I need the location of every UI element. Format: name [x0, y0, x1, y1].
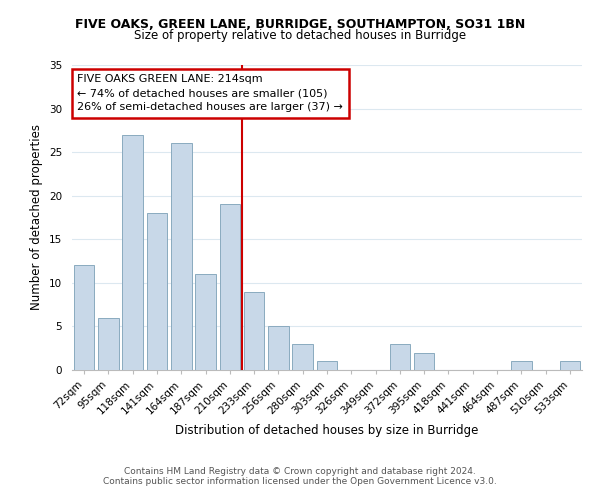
Text: Contains public sector information licensed under the Open Government Licence v3: Contains public sector information licen…	[103, 477, 497, 486]
Text: Size of property relative to detached houses in Burridge: Size of property relative to detached ho…	[134, 29, 466, 42]
Text: Contains HM Land Registry data © Crown copyright and database right 2024.: Contains HM Land Registry data © Crown c…	[124, 467, 476, 476]
Bar	[122, 134, 143, 370]
Y-axis label: Number of detached properties: Number of detached properties	[31, 124, 43, 310]
Bar	[220, 204, 240, 370]
Bar	[414, 352, 434, 370]
Text: FIVE OAKS GREEN LANE: 214sqm
← 74% of detached houses are smaller (105)
26% of s: FIVE OAKS GREEN LANE: 214sqm ← 74% of de…	[77, 74, 343, 112]
Bar	[74, 266, 94, 370]
Text: FIVE OAKS, GREEN LANE, BURRIDGE, SOUTHAMPTON, SO31 1BN: FIVE OAKS, GREEN LANE, BURRIDGE, SOUTHAM…	[75, 18, 525, 30]
Bar	[560, 362, 580, 370]
Bar	[98, 318, 119, 370]
Bar	[511, 362, 532, 370]
Bar	[389, 344, 410, 370]
Bar	[146, 213, 167, 370]
Bar	[171, 144, 191, 370]
Bar	[268, 326, 289, 370]
Bar	[292, 344, 313, 370]
Bar	[195, 274, 216, 370]
Bar	[317, 362, 337, 370]
Bar	[244, 292, 265, 370]
X-axis label: Distribution of detached houses by size in Burridge: Distribution of detached houses by size …	[175, 424, 479, 437]
